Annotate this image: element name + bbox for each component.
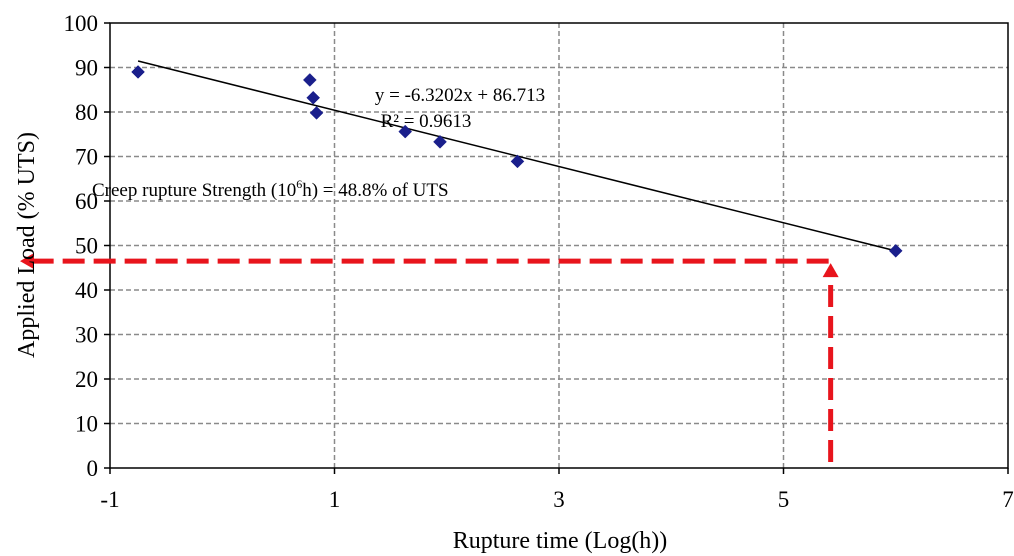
data-point [433,134,447,149]
x-tick-label: 3 [553,487,565,512]
x-tick-label: -1 [100,487,119,512]
y-tick-label: 100 [64,11,99,36]
trendline-r-squared: R² = 0.9613 [381,111,472,132]
data-point [309,106,324,120]
y-tick-label: 50 [75,234,98,259]
annotation-suffix: h) = 48.8% of UTS [302,180,448,201]
x-tick-label: 5 [778,487,790,512]
y-axis-title: Applied Load (% UTS) [14,132,40,358]
data-points [131,65,903,258]
grid-lines [110,23,1008,468]
y-axis-ticks: 0 10 20 30 40 50 60 70 80 90 100 [64,11,110,481]
data-point [306,90,321,105]
x-axis-title: Rupture time (Log(h)) [453,528,668,554]
annotation-superscript: 6 [296,177,302,191]
x-tick-label: 7 [1002,487,1014,512]
y-tick-label: 0 [87,456,99,481]
x-axis-ticks: -1 1 3 5 7 [100,468,1014,512]
ref-arrowhead-left [20,253,34,270]
annotation-prefix: Creep rupture Strength (10 [92,180,296,201]
creep-strength-annotation: Creep rupture Strength (106h) = 48.8% of… [92,177,449,201]
data-point [302,73,317,87]
data-point [510,154,525,169]
y-tick-label: 40 [75,278,98,303]
y-tick-label: 10 [75,412,98,437]
y-tick-label: 70 [75,145,98,170]
y-tick-label: 90 [75,56,98,81]
y-tick-label: 20 [75,367,98,392]
ref-arrowhead-up [822,263,839,278]
y-tick-label: 80 [75,100,98,125]
trendline-equation: y = -6.3202x + 86.713 [375,85,545,106]
data-point [398,124,413,139]
reference-arrows [20,253,839,462]
data-point [888,243,903,258]
y-tick-label: 30 [75,323,98,348]
data-point [131,65,145,79]
y-tick-label: 60 [75,189,98,214]
x-tick-label: 1 [329,487,341,512]
